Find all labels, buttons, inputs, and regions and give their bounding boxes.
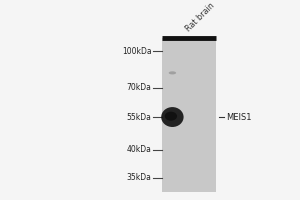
Text: 55kDa: 55kDa (127, 113, 152, 122)
Ellipse shape (165, 112, 177, 121)
Text: MEIS1: MEIS1 (226, 113, 252, 122)
Ellipse shape (161, 107, 184, 127)
Text: Rat brain: Rat brain (184, 2, 216, 34)
Text: 35kDa: 35kDa (127, 173, 152, 182)
Text: 70kDa: 70kDa (127, 83, 152, 92)
Ellipse shape (169, 71, 176, 74)
Text: 100kDa: 100kDa (122, 47, 152, 56)
Text: 40kDa: 40kDa (127, 145, 152, 154)
Bar (162, 38, 216, 192)
